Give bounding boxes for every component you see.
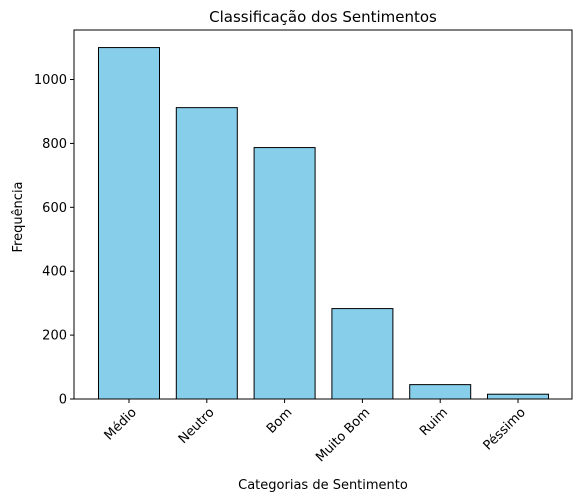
x-tick-label: Neutro — [176, 405, 218, 447]
y-tick-label: 1000 — [34, 73, 67, 88]
y-tick-label: 0 — [59, 393, 67, 408]
x-axis-label: Categorias de Sentimento — [238, 478, 408, 493]
bar — [409, 384, 472, 400]
y-tick-label: 600 — [42, 201, 67, 216]
bar — [253, 147, 316, 400]
bar — [331, 308, 394, 400]
chart-title: Classificação dos Sentimentos — [209, 8, 437, 26]
x-axis: Médio Neutro Bom Muito Bom Ruim Péssimo — [102, 399, 529, 465]
x-tick-label: Muito Bom — [313, 405, 373, 465]
bar — [98, 47, 160, 400]
x-tick-label: Bom — [264, 405, 295, 436]
y-tick-label: 200 — [42, 329, 67, 344]
bar — [487, 393, 549, 400]
bars-group — [98, 47, 549, 400]
bar — [175, 107, 238, 400]
plot-frame — [73, 29, 573, 400]
y-tick-label: 800 — [42, 137, 67, 152]
y-axis-label: Frequência — [11, 181, 26, 252]
x-tick-label: Péssimo — [481, 405, 529, 453]
x-tick-label: Ruim — [417, 405, 451, 439]
y-tick-label: 400 — [42, 265, 67, 280]
x-tick-label: Médio — [102, 405, 140, 443]
y-axis: 0 200 400 600 800 1000 — [34, 73, 74, 408]
